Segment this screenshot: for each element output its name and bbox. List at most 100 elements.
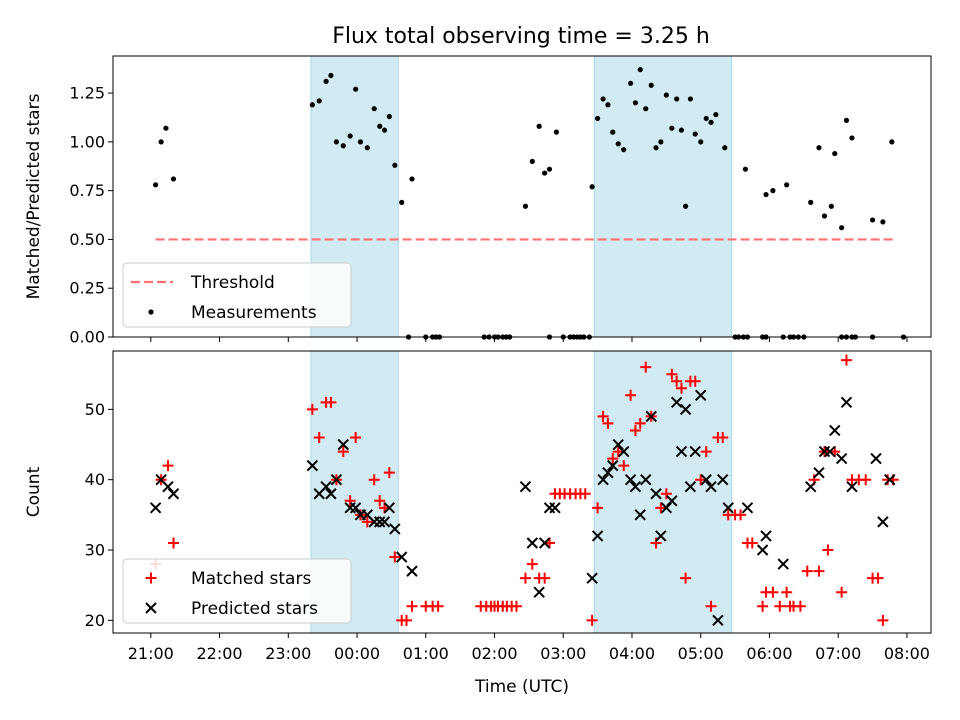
- data-point-x: [717, 473, 729, 486]
- data-point-x: [406, 565, 418, 577]
- legend-label: Threshold: [190, 273, 275, 293]
- data-point: [763, 191, 769, 198]
- x-tick-label: 08:00: [884, 644, 930, 663]
- y-tick-label: 40: [85, 470, 105, 489]
- data-point-x: [689, 445, 701, 458]
- data-point-x: [607, 459, 619, 472]
- data-point: [674, 96, 680, 102]
- data-point-x: [374, 516, 386, 528]
- y-tick-label: 30: [85, 541, 105, 560]
- data-point: [536, 123, 542, 129]
- y-axis-label: Count: [24, 466, 44, 517]
- data-point-x: [829, 424, 841, 437]
- data-point-plus: [813, 565, 825, 577]
- data-point: [357, 139, 364, 145]
- x-axis-label: Time (UTC): [474, 677, 569, 697]
- data-point-plus: [840, 354, 852, 366]
- x-tick-label: 23:00: [265, 644, 311, 663]
- data-point-x: [325, 488, 337, 500]
- data-point-x: [877, 516, 889, 528]
- data-point-plus: [167, 537, 179, 549]
- data-point-x: [337, 438, 349, 451]
- data-point: [843, 117, 850, 123]
- data-point: [595, 115, 601, 122]
- y-tick-label: 20: [85, 611, 105, 630]
- data-point: [392, 162, 398, 168]
- y-tick-label: 1.00: [69, 132, 105, 151]
- data-point: [163, 125, 169, 131]
- data-point-x: [670, 396, 683, 409]
- data-point: [880, 219, 886, 225]
- data-point: [399, 199, 405, 205]
- data-point-plus: [650, 537, 662, 549]
- data-point: [353, 86, 359, 92]
- y-tick-label: 1.25: [69, 84, 105, 103]
- data-point-plus: [519, 572, 531, 584]
- data-point: [658, 139, 664, 145]
- data-point-x: [378, 516, 391, 528]
- data-point-x: [149, 502, 162, 514]
- y-tick-label: 0.50: [69, 230, 105, 249]
- legend-marker-dot: [148, 309, 154, 315]
- data-point: [637, 67, 643, 73]
- data-point: [333, 139, 340, 145]
- data-point-plus: [689, 375, 701, 387]
- data-point: [386, 113, 392, 120]
- data-point-plus: [735, 509, 747, 521]
- data-point-x: [760, 530, 772, 542]
- legend-label: Measurements: [191, 303, 317, 323]
- data-point-plus: [640, 361, 652, 373]
- data-point-plus: [539, 572, 551, 584]
- data-point: [722, 145, 728, 151]
- legend-marker-plus: [145, 572, 157, 584]
- data-point: [381, 127, 388, 133]
- data-point-plus: [629, 424, 641, 436]
- figure-title: Flux total observing time = 3.25 h: [332, 24, 710, 49]
- data-point-plus: [801, 565, 813, 577]
- data-point-x: [705, 481, 717, 493]
- data-point-plus: [618, 460, 630, 472]
- data-point-plus: [162, 460, 174, 472]
- data-point-plus: [361, 516, 373, 528]
- data-point: [653, 145, 659, 151]
- data-point-plus: [401, 614, 413, 626]
- data-point: [663, 92, 669, 98]
- data-point-plus: [389, 551, 401, 563]
- data-point-plus: [675, 382, 687, 394]
- data-point-x: [870, 452, 882, 465]
- y-axis-label: Matched/Predicted stars: [24, 93, 44, 299]
- legend: Matched stars Predicted stars: [122, 558, 352, 624]
- data-point-plus: [700, 446, 712, 458]
- data-point-x: [660, 502, 673, 514]
- data-point-x: [700, 473, 712, 486]
- data-point: [522, 203, 529, 209]
- data-point: [889, 139, 895, 145]
- legend-label: Matched stars: [191, 569, 311, 589]
- data-point-x: [645, 410, 657, 423]
- data-point-x: [777, 558, 789, 570]
- data-point-plus: [660, 488, 672, 500]
- data-point-x: [519, 481, 532, 493]
- data-point: [832, 150, 838, 157]
- data-point-plus: [634, 417, 646, 429]
- data-point: [839, 225, 845, 231]
- data-point-plus: [350, 431, 362, 443]
- data-point-x: [389, 523, 401, 535]
- data-point: [316, 98, 322, 104]
- data-point-plus: [579, 488, 591, 500]
- data-point: [170, 176, 177, 182]
- data-point-x: [612, 438, 624, 451]
- data-point: [849, 135, 855, 141]
- data-point-x: [549, 502, 561, 514]
- legend-marker-x: [145, 602, 157, 614]
- data-point-plus: [432, 600, 444, 612]
- data-point-x: [526, 537, 539, 549]
- data-point: [309, 102, 315, 108]
- data-point: [742, 166, 749, 172]
- data-point-plus: [836, 586, 848, 598]
- data-point-x: [712, 614, 724, 627]
- data-point-x: [591, 530, 604, 542]
- x-tick-label: 05:00: [678, 644, 724, 663]
- legend-box: [122, 262, 352, 328]
